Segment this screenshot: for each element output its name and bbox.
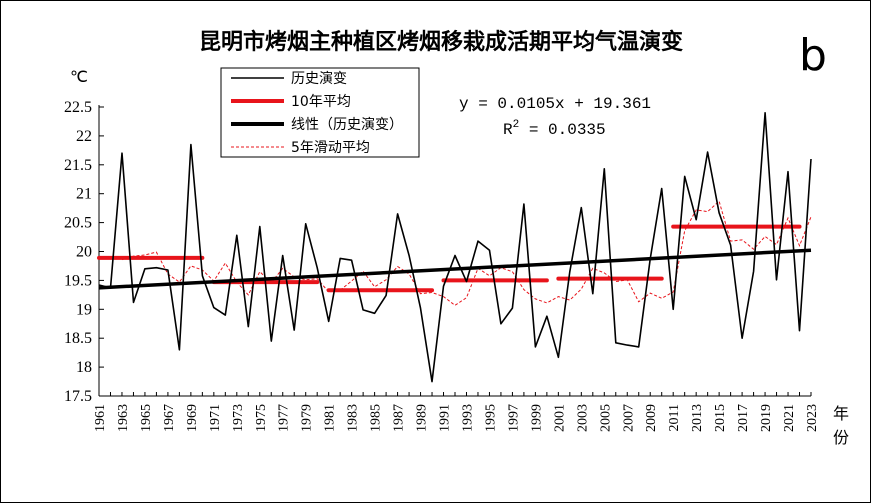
x-tick-label: 1967	[162, 404, 177, 432]
x-axis-label-bottom: 份	[833, 429, 849, 447]
x-tick-label: 2017	[736, 404, 751, 432]
x-tick-label: 2005	[598, 404, 613, 432]
x-tick-label: 2015	[713, 404, 728, 432]
r-squared-label: R	[503, 121, 513, 139]
y-tick-label: 21	[76, 186, 92, 203]
x-tick-label: 1973	[231, 404, 246, 432]
x-axis-label-top: 年	[833, 405, 849, 423]
r-squared: R2 = 0.0335	[503, 119, 606, 139]
y-tick-label: 22	[76, 128, 92, 145]
plot-area: 17.5 18 18.5 19 19.5 20 20.5 21 21.5 22 22.5 1961 19…	[64, 99, 820, 432]
x-tick-label: 1985	[369, 404, 384, 432]
y-tick-label: 19	[76, 301, 92, 318]
x-tick-label: 1971	[208, 404, 223, 432]
panel-label: b	[799, 30, 827, 81]
legend-label-moving-avg: 5年滑动平均	[291, 139, 370, 156]
x-tick-label: 1999	[529, 404, 544, 432]
y-tick-label: 20.5	[64, 215, 92, 232]
x-tick-label: 1965	[139, 404, 154, 432]
regression-equation: y = 0.0105x + 19.361	[459, 95, 651, 113]
x-tick-label: 1979	[300, 404, 315, 432]
legend-label-linear: 线性（历史演变）	[291, 117, 403, 133]
series-line-moving-avg	[121, 200, 812, 306]
y-tick-label: 17.5	[64, 388, 92, 405]
x-tick-label: 1987	[392, 404, 407, 432]
x-tick-label: 1983	[346, 404, 361, 432]
x-tick-label: 2013	[690, 404, 705, 432]
legend: 历史演变 10年平均 线性（历史演变） 5年滑动平均	[220, 67, 420, 158]
x-tick-label: 1969	[185, 404, 200, 432]
x-tick-label: 2001	[552, 404, 567, 432]
x-tick-label: 2021	[782, 404, 797, 432]
y-tick-label: 19.5	[64, 272, 92, 289]
x-tick-label: 1961	[93, 404, 108, 432]
legend-box	[220, 67, 420, 158]
y-tick-label: 22.5	[64, 99, 92, 116]
r-squared-value: = 0.0335	[519, 121, 605, 139]
r-squared-superscript: 2	[513, 119, 520, 131]
x-tick-label: 2003	[575, 404, 590, 432]
trend-line-linear	[98, 248, 812, 290]
x-tick-label: 2023	[805, 404, 820, 432]
x-tick-label: 2007	[621, 404, 636, 432]
x-tick-label: 1993	[460, 404, 475, 432]
legend-label-decade-avg: 10年平均	[291, 94, 351, 110]
y-tick-label: 18.5	[64, 330, 92, 347]
y-tick-label: 18	[76, 359, 92, 376]
chart-title: 昆明市烤烟主种植区烤烟移栽成活期平均气温演变	[199, 29, 683, 55]
x-tick-label: 1989	[415, 404, 430, 432]
y-tick-label: 20	[76, 244, 92, 261]
x-tick-label: 1975	[254, 404, 269, 432]
x-tick-label: 2011	[667, 404, 682, 431]
series-line-history	[98, 112, 812, 383]
x-tick-label: 1991	[438, 404, 453, 432]
legend-label-history: 历史演变	[291, 71, 347, 87]
y-axis-unit-label: ℃	[70, 69, 88, 86]
x-tick-label: 1981	[323, 404, 338, 432]
x-tick-label: 1997	[506, 404, 521, 432]
y-tick-label: 21.5	[64, 157, 92, 174]
x-tick-label: 2009	[644, 404, 659, 432]
x-tick-label: 2019	[759, 404, 774, 432]
x-tick-label: 1977	[277, 404, 292, 432]
x-tick-label: 1995	[483, 404, 498, 432]
x-tick-label: 1963	[116, 404, 131, 432]
